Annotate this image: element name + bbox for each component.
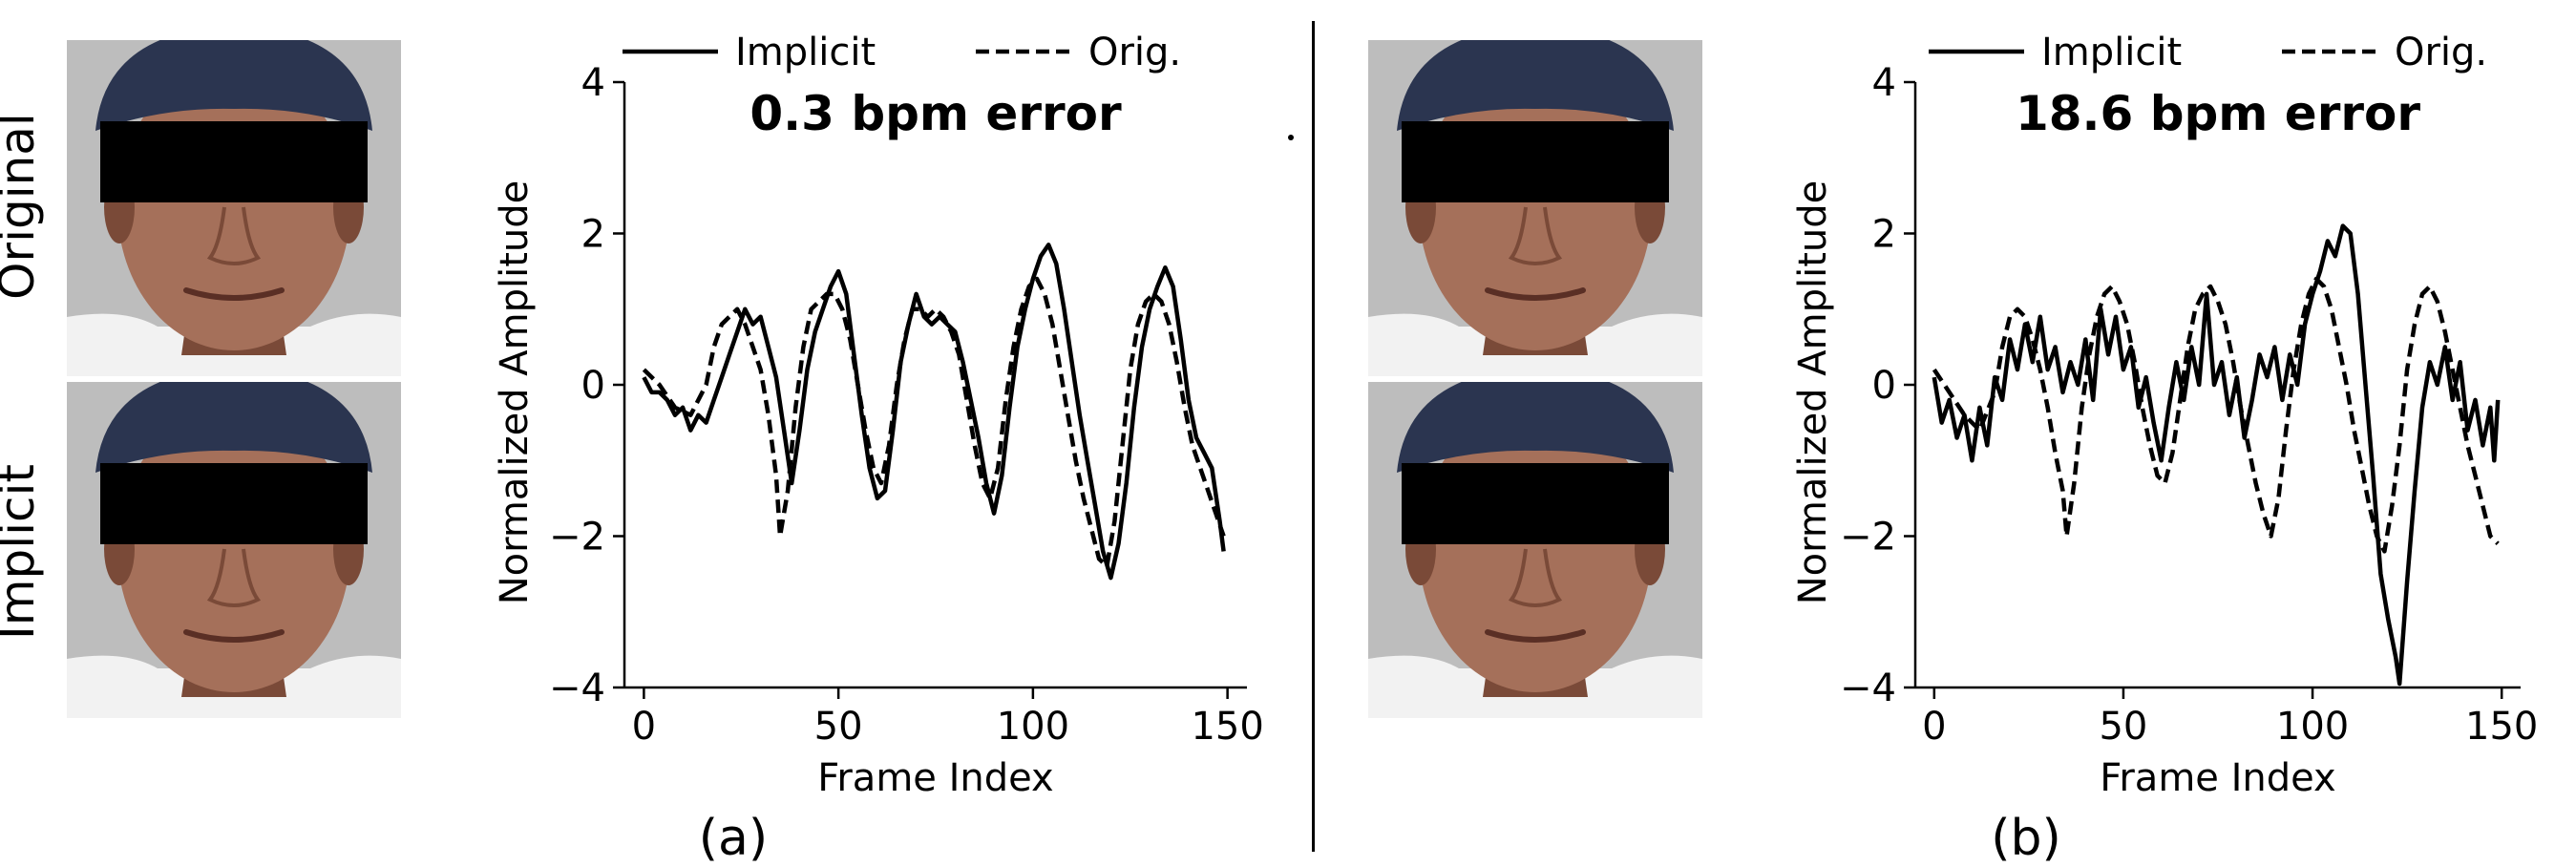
x-tick-label: 0 xyxy=(632,705,656,749)
x-tick-label: 0 xyxy=(1922,705,1946,749)
row-label-original: Original xyxy=(0,113,45,300)
chart-title: 0.3 bpm error xyxy=(750,86,1122,141)
y-tick-label: 4 xyxy=(581,61,605,105)
x-tick-label: 100 xyxy=(2276,705,2349,749)
face-original-b xyxy=(1368,40,1702,376)
chart-a: 0 50 100 150 −4 −2 0 2 4 Frame Index Normalized Am… xyxy=(477,0,1299,821)
chart-title: 18.6 bpm error xyxy=(2016,86,2420,141)
face-implicit-b xyxy=(1368,382,1702,718)
chart-svg: 0 50 100 150 −4 −2 0 2 4 Frame Index Normalized Am… xyxy=(1791,31,2538,800)
y-tick-label: 4 xyxy=(1872,61,1896,105)
series-line-orig xyxy=(1932,276,2500,554)
legend-label-orig: Orig. xyxy=(1088,31,1181,74)
chart-svg: 0 50 100 150 −4 −2 0 2 4 Frame Index Normalized Am… xyxy=(493,31,1264,800)
series-line-orig xyxy=(642,276,1226,569)
y-axis-label: Normalized Amplitude xyxy=(1791,180,1835,605)
series-line-implicit xyxy=(642,243,1226,581)
x-tick-label: 100 xyxy=(997,705,1069,749)
panel-divider xyxy=(1312,21,1315,852)
chart-b: 0 50 100 150 −4 −2 0 2 4 Frame Index Normalized Am… xyxy=(1776,0,2568,821)
x-tick-label: 150 xyxy=(1191,705,1263,749)
y-tick-label: −2 xyxy=(1840,516,1896,560)
y-tick-label: 2 xyxy=(1872,213,1896,257)
y-axis-label: Normalized Amplitude xyxy=(493,180,537,605)
stray-dot xyxy=(1288,135,1294,140)
y-tick-label: −4 xyxy=(1840,666,1896,710)
panel-label-b: (b) xyxy=(1991,810,2061,867)
y-tick-label: −2 xyxy=(549,516,605,560)
legend-label-orig: Orig. xyxy=(2395,31,2487,74)
legend-label-implicit: Implicit xyxy=(2041,31,2182,74)
y-tick-label: 0 xyxy=(581,364,605,408)
y-tick-label: −4 xyxy=(549,666,605,710)
y-tick-label: 2 xyxy=(581,213,605,257)
row-label-implicit: Implicit xyxy=(0,464,45,640)
x-axis-label: Frame Index xyxy=(2100,756,2335,800)
y-tick-label: 0 xyxy=(1872,364,1896,408)
x-tick-label: 50 xyxy=(814,705,863,749)
x-tick-label: 150 xyxy=(2465,705,2538,749)
face-original-a xyxy=(67,40,401,376)
series-line-implicit xyxy=(1932,223,2501,687)
x-tick-label: 50 xyxy=(2099,705,2147,749)
x-axis-label: Frame Index xyxy=(817,756,1053,800)
panel-label-a: (a) xyxy=(698,810,769,867)
legend-label-implicit: Implicit xyxy=(735,31,876,74)
face-implicit-a xyxy=(67,382,401,718)
